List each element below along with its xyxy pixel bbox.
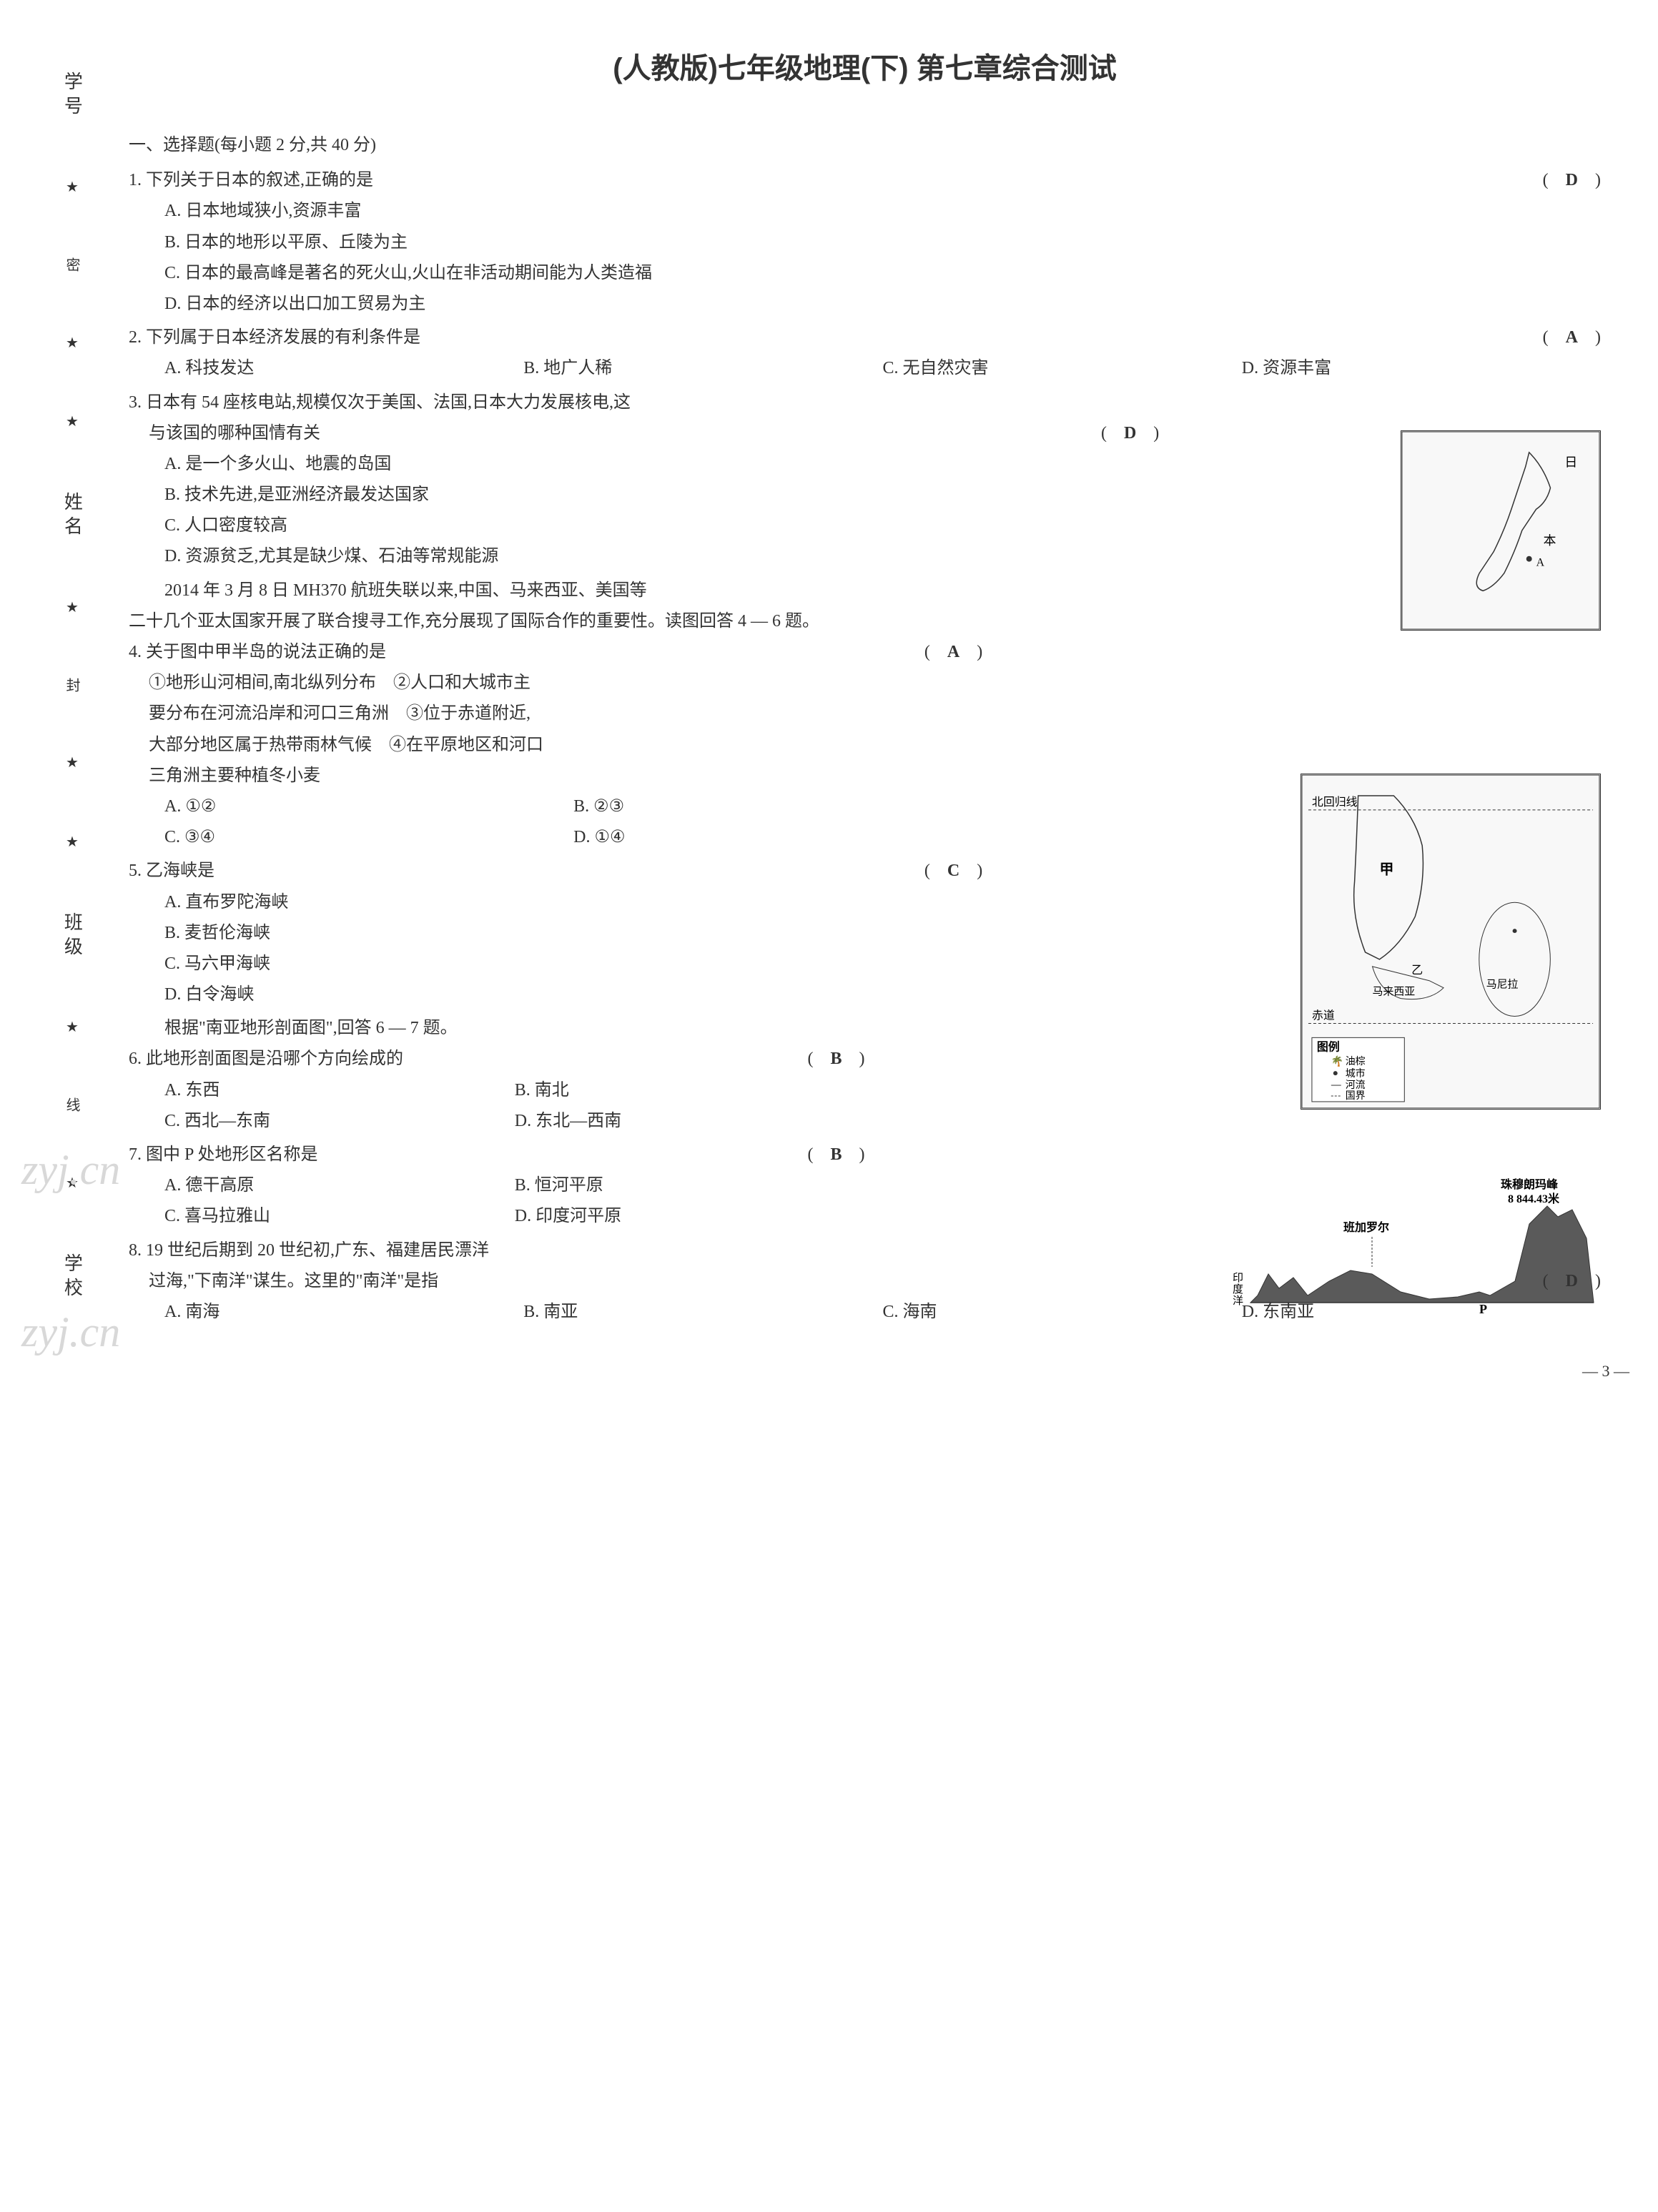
context-456-line1: 2014 年 3 月 8 日 MH370 航班失联以来,中国、马来西亚、美国等	[129, 576, 1601, 606]
q2-answer: ( A )	[1543, 322, 1601, 353]
q6-opt-b: B. 南北	[515, 1075, 865, 1106]
content: 一、选择题(每小题 2 分,共 40 分) 1. 下列关于日本的叙述,正确的是 …	[129, 130, 1601, 1328]
binding-label-class: 班级	[55, 912, 89, 961]
q2-opt-d: D. 资源丰富	[1242, 353, 1601, 384]
q1-opt-b: B. 日本的地形以平原、丘陵为主	[129, 227, 1601, 258]
q7-opt-d: D. 印度河平原	[515, 1201, 865, 1232]
q7-opt-a: A. 德干高原	[164, 1170, 515, 1201]
q3-opt-c: C. 人口密度较高	[129, 510, 1601, 541]
question-4: 4. 关于图中甲半岛的说法正确的是 ( A ) ①地形山河相间,南北纵列分布 ②…	[129, 637, 1601, 853]
q4-stem: 4. 关于图中甲半岛的说法正确的是	[129, 643, 386, 661]
q4-body4: 三角洲主要种植冬小麦	[129, 761, 982, 791]
q8-opt-d: D. 东南亚	[1242, 1297, 1601, 1328]
question-7: 7. 图中 P 处地形区名称是 ( B ) A. 德干高原 B. 恒河平原 C.…	[129, 1140, 1601, 1233]
q8-stem1: 8. 19 世纪后期到 20 世纪初,广东、福建居民漂洋	[129, 1235, 1601, 1266]
binding-star: ★	[59, 334, 84, 355]
binding-label-school: 学校	[55, 1253, 89, 1302]
q5-answer: ( C )	[924, 856, 982, 887]
q7-opt-c: C. 喜马拉雅山	[164, 1201, 515, 1232]
q3-stem2: 与该国的哪种国情有关	[149, 424, 320, 443]
q4-opt-c: C. ③④	[164, 822, 573, 853]
question-5: 5. 乙海峡是 ( C ) A. 直布罗陀海峡 B. 麦哲伦海峡 C. 马六甲海…	[129, 856, 1601, 1010]
q6-opt-d: D. 东北—西南	[515, 1106, 865, 1137]
q3-opt-d: D. 资源贫乏,尤其是缺少煤、石油等常规能源	[129, 541, 1601, 572]
svg-text:赤道: 赤道	[1312, 1009, 1335, 1022]
context-456-line2: 二十几个亚太国家开展了联合搜寻工作,充分展现了国际合作的重要性。读图回答 4 —…	[129, 606, 1601, 637]
q3-opt-a: A. 是一个多火山、地震的岛国	[129, 449, 1601, 480]
q5-stem: 5. 乙海峡是	[129, 861, 214, 880]
q8-answer: ( D )	[1543, 1266, 1601, 1297]
q8-opt-b: B. 南亚	[523, 1297, 882, 1328]
q8-stem2: 过海,"下南洋"谋生。这里的"南洋"是指	[149, 1272, 438, 1290]
q4-body2: 要分布在河流沿岸和河口三角洲 ③位于赤道附近,	[129, 698, 982, 729]
q4-answer: ( A )	[924, 637, 982, 668]
binding-star: ★	[59, 754, 84, 775]
question-3: 3. 日本有 54 座核电站,规模仅次于美国、法国,日本大力发展核电,这 与该国…	[129, 387, 1601, 573]
q2-opt-a: A. 科技发达	[164, 353, 523, 384]
page-title: (人教版)七年级地理(下) 第七章综合测试	[129, 43, 1601, 94]
question-1: 1. 下列关于日本的叙述,正确的是 ( D ) A. 日本地域狭小,资源丰富 B…	[129, 165, 1601, 320]
q4-body3: 大部分地区属于热带雨林气候 ④在平原地区和河口	[129, 730, 982, 761]
q4-opt-b: B. ②③	[573, 791, 982, 822]
binding-star: ★	[59, 833, 84, 854]
q6-stem: 6. 此地形剖面图是沿哪个方向绘成的	[129, 1050, 403, 1068]
q2-stem: 2. 下列属于日本经济发展的有利条件是	[129, 328, 420, 347]
binding-star: ★	[59, 598, 84, 620]
binding-star: ★	[59, 178, 84, 199]
q5-opt-b: B. 麦哲伦海峡	[129, 918, 1601, 949]
binding-seal-xian: 线	[59, 1097, 84, 1116]
q7-opt-b: B. 恒河平原	[515, 1170, 865, 1201]
q1-opt-d: D. 日本的经济以出口加工贸易为主	[129, 289, 1601, 320]
q8-opt-c: C. 海南	[883, 1297, 1242, 1328]
q4-opt-d: D. ①④	[573, 822, 982, 853]
q3-answer: ( D )	[1101, 418, 1159, 449]
q6-opt-c: C. 西北—东南	[164, 1106, 515, 1137]
q5-opt-a: A. 直布罗陀海峡	[129, 887, 1601, 918]
binding-seal-mi: 密	[59, 257, 84, 276]
binding-label-name: 姓名	[55, 492, 89, 540]
page-number: — 3 —	[1582, 1357, 1629, 1386]
section-heading: 一、选择题(每小题 2 分,共 40 分)	[129, 130, 1601, 161]
question-6: 6. 此地形剖面图是沿哪个方向绘成的 ( B ) A. 东西 B. 南北 C. …	[129, 1044, 1601, 1137]
q1-stem: 1. 下列关于日本的叙述,正确的是	[129, 171, 373, 189]
binding-star: ★	[59, 1174, 84, 1195]
question-8: 8. 19 世纪后期到 20 世纪初,广东、福建居民漂洋 过海,"下南洋"谋生。…	[129, 1235, 1601, 1328]
q6-opt-a: A. 东西	[164, 1075, 515, 1106]
binding-margin: 学号 ★ 密 ★ ★ 姓名 ★ 封 ★ ★ 班级 ★ 线 ★ 学校	[36, 43, 107, 1330]
q4-body1: ①地形山河相间,南北纵列分布 ②人口和大城市主	[129, 668, 982, 698]
q2-opt-b: B. 地广人稀	[523, 353, 882, 384]
q3-stem1: 3. 日本有 54 座核电站,规模仅次于美国、法国,日本大力发展核电,这	[129, 393, 631, 412]
q1-opt-a: A. 日本地域狭小,资源丰富	[129, 196, 1601, 227]
q7-stem: 7. 图中 P 处地形区名称是	[129, 1145, 317, 1164]
q1-opt-c: C. 日本的最高峰是著名的死火山,火山在非活动期间能为人类造福	[129, 258, 1601, 289]
q5-opt-d: D. 白令海峡	[129, 979, 1601, 1010]
q3-opt-b: B. 技术先进,是亚洲经济最发达国家	[129, 480, 1601, 510]
binding-star: ★	[59, 1018, 84, 1040]
q7-answer: ( B )	[807, 1140, 864, 1170]
question-2: 2. 下列属于日本经济发展的有利条件是 ( A ) A. 科技发达 B. 地广人…	[129, 322, 1601, 384]
q5-opt-c: C. 马六甲海峡	[129, 949, 1601, 979]
binding-star: ★	[59, 413, 84, 434]
q8-opt-a: A. 南海	[164, 1297, 523, 1328]
q6-answer: ( B )	[807, 1044, 864, 1075]
binding-label-num: 学号	[55, 71, 89, 120]
binding-seal-feng: 封	[59, 678, 84, 696]
q2-opt-c: C. 无自然灾害	[883, 353, 1242, 384]
q1-answer: ( D )	[1543, 165, 1601, 196]
q4-opt-a: A. ①②	[164, 791, 573, 822]
